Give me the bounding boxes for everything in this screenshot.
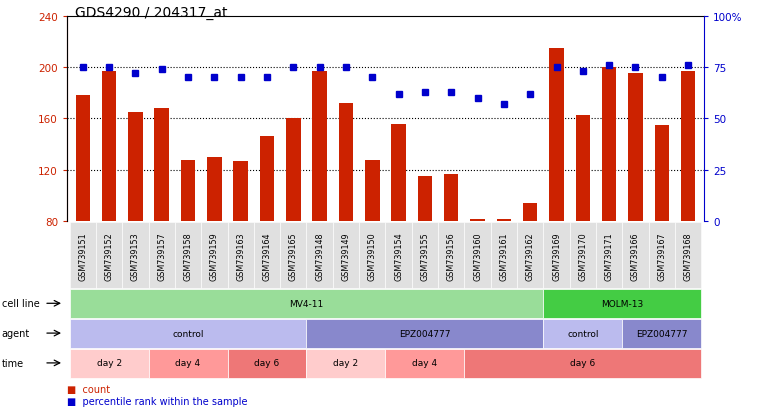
Text: MV4-11: MV4-11 (289, 299, 323, 308)
Bar (260, 137, 274, 222)
Text: GSM739160: GSM739160 (473, 231, 482, 280)
Text: agent: agent (2, 328, 30, 338)
Bar (181, 160, 196, 222)
Bar (681, 72, 696, 222)
Text: control: control (172, 329, 204, 338)
Text: GSM739154: GSM739154 (394, 231, 403, 280)
Text: GSM739163: GSM739163 (236, 231, 245, 280)
Text: day 4: day 4 (412, 358, 438, 368)
Text: GSM739167: GSM739167 (658, 231, 667, 280)
Bar (234, 161, 248, 222)
Bar (102, 72, 116, 222)
Bar (286, 119, 301, 222)
Text: GSM739170: GSM739170 (578, 231, 587, 280)
Text: ■  count: ■ count (67, 385, 110, 394)
Text: GSM739165: GSM739165 (289, 231, 298, 280)
Text: GSM739171: GSM739171 (605, 231, 613, 280)
Text: GSM739148: GSM739148 (315, 231, 324, 280)
Text: GSM739151: GSM739151 (78, 231, 88, 280)
Bar (602, 68, 616, 222)
Text: day 2: day 2 (333, 358, 358, 368)
Text: GSM739162: GSM739162 (526, 231, 535, 280)
Text: GSM739159: GSM739159 (210, 231, 219, 280)
Text: day 6: day 6 (570, 358, 595, 368)
Bar (523, 204, 537, 222)
Text: GSM739149: GSM739149 (342, 231, 351, 280)
Bar (470, 219, 485, 222)
Text: GDS4290 / 204317_at: GDS4290 / 204317_at (75, 6, 227, 20)
Text: GSM739164: GSM739164 (263, 231, 272, 280)
Text: GSM739168: GSM739168 (683, 231, 693, 280)
Text: ■  percentile rank within the sample: ■ percentile rank within the sample (67, 396, 247, 406)
Bar (418, 177, 432, 222)
Bar (444, 174, 458, 222)
Text: GSM739166: GSM739166 (631, 231, 640, 280)
Bar (629, 74, 643, 222)
Bar (75, 96, 90, 222)
Text: GSM739157: GSM739157 (158, 231, 166, 280)
Bar (154, 109, 169, 222)
Bar (128, 113, 142, 222)
Text: day 6: day 6 (254, 358, 279, 368)
Bar (575, 115, 590, 222)
Text: GSM739156: GSM739156 (447, 231, 456, 280)
Text: GSM739150: GSM739150 (368, 231, 377, 280)
Bar (391, 124, 406, 222)
Text: control: control (567, 329, 599, 338)
Bar (339, 104, 353, 222)
Bar (313, 72, 327, 222)
Text: GSM739158: GSM739158 (183, 231, 193, 280)
Text: time: time (2, 358, 24, 368)
Text: MOLM-13: MOLM-13 (601, 299, 644, 308)
Text: EPZ004777: EPZ004777 (636, 329, 687, 338)
Bar (654, 126, 669, 222)
Text: cell line: cell line (2, 299, 40, 309)
Text: day 4: day 4 (176, 358, 201, 368)
Text: GSM739161: GSM739161 (499, 231, 508, 280)
Bar (365, 160, 380, 222)
Bar (207, 158, 221, 222)
Text: EPZ004777: EPZ004777 (400, 329, 451, 338)
Bar (497, 219, 511, 222)
Text: GSM739169: GSM739169 (552, 231, 561, 280)
Text: GSM739155: GSM739155 (420, 231, 429, 280)
Text: GSM739153: GSM739153 (131, 231, 140, 280)
Bar (549, 49, 564, 222)
Text: day 2: day 2 (97, 358, 122, 368)
Text: GSM739152: GSM739152 (104, 231, 113, 280)
